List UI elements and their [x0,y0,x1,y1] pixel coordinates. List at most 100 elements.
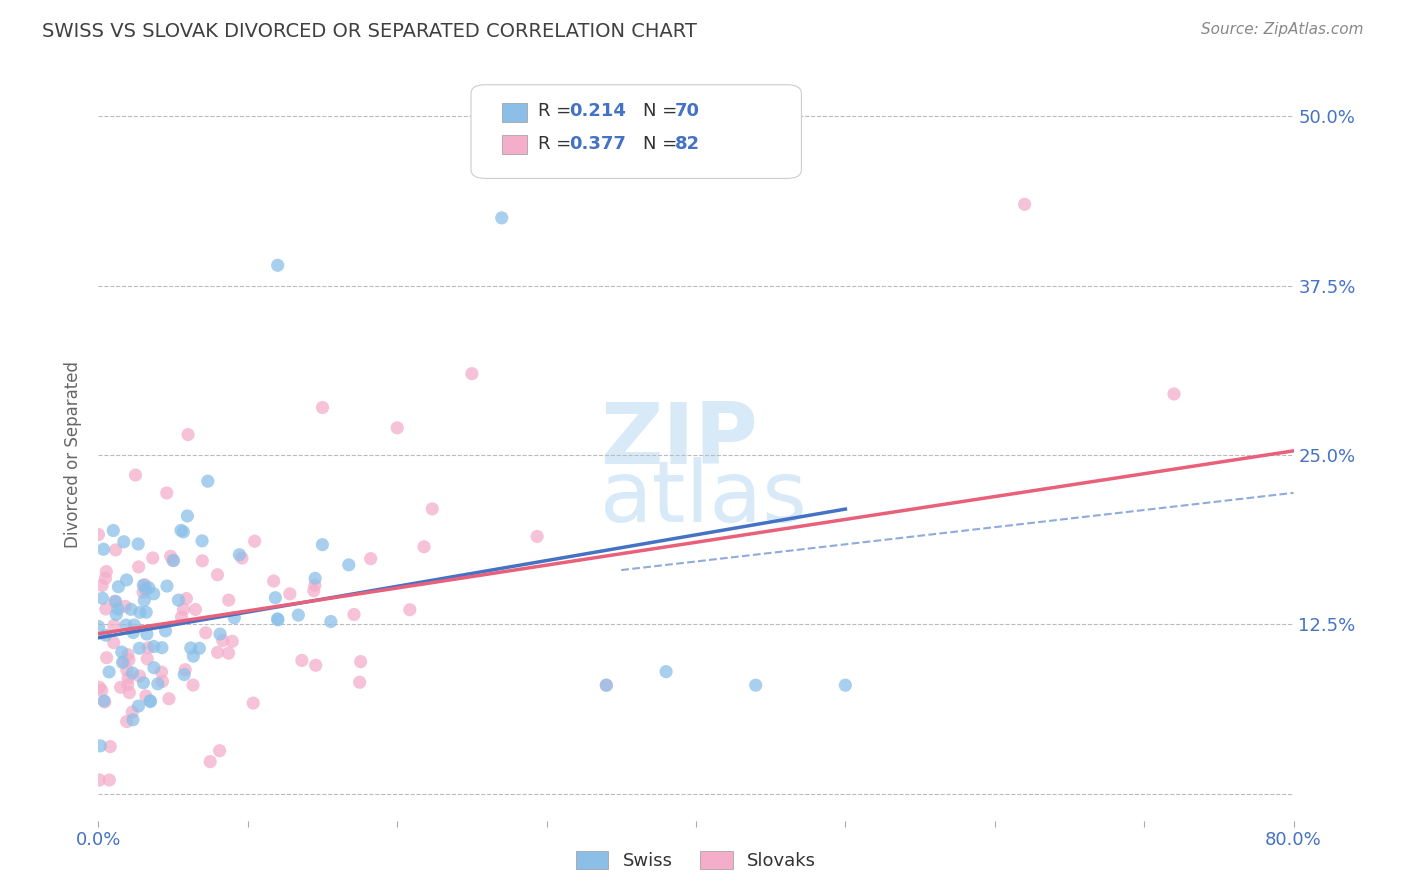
Point [115,663,138,677]
Point [120,602,142,616]
Point [278,587,301,601]
Point [117,648,139,662]
Point [208,744,231,758]
Point [157,691,180,706]
Y-axis label: Divorced or Separated: Divorced or Separated [65,361,83,549]
Point [139,694,162,708]
Point [105,607,128,622]
Point [302,583,325,598]
Point [343,607,366,622]
Point [172,602,194,616]
Point [135,689,157,703]
Point [94,602,117,616]
Point [122,713,145,727]
Point [103,635,125,649]
Point [176,591,198,606]
Point [91,578,114,592]
Text: 0.214: 0.214 [569,103,626,120]
Point [134,578,156,592]
Point [98,772,121,787]
Point [177,427,200,442]
Point [595,678,617,692]
Point [420,502,443,516]
Point [94,571,117,585]
Point [218,593,240,607]
Point [267,613,290,627]
Point [115,573,138,587]
Point [112,534,135,549]
Point [207,645,229,659]
Point [291,653,314,667]
Point [93,542,115,557]
Point [118,685,141,699]
Point [209,627,232,641]
Point [243,534,266,549]
Point [231,551,253,566]
Point [142,587,165,601]
Point [107,580,129,594]
Point [146,677,169,691]
Point [350,655,373,669]
Point [117,678,139,692]
Point [156,579,179,593]
Point [218,646,240,660]
Point [132,578,155,592]
Point [491,211,513,225]
Point [138,581,160,595]
Point [170,610,193,624]
Point [87,527,110,541]
Point [745,678,768,692]
Point [127,537,149,551]
Point [461,367,484,381]
Point [162,553,184,567]
Point [127,699,149,714]
Point [136,652,159,666]
Point [142,640,165,654]
Point [139,695,162,709]
Point [172,524,194,539]
Point [155,624,177,638]
Point [305,658,328,673]
Point [98,739,121,754]
Point [242,696,264,710]
Point [264,591,287,605]
Point [103,618,125,632]
Text: Source: ZipAtlas.com: Source: ZipAtlas.com [1201,22,1364,37]
Point [360,551,382,566]
Point [173,667,195,681]
Point [655,665,678,679]
Point [319,615,342,629]
Text: R =: R = [538,135,578,153]
Point [111,645,134,659]
Point [191,533,214,548]
Text: 70: 70 [675,103,700,120]
Point [104,542,127,557]
Point [266,612,288,626]
Point [181,678,204,692]
Point [115,714,138,729]
Point [162,553,184,567]
Point [128,669,150,683]
Point [174,663,197,677]
Point [135,582,157,596]
Text: atlas: atlas [600,458,808,541]
Point [89,772,111,787]
Point [159,549,181,564]
Point [207,567,229,582]
Point [211,633,233,648]
Point [122,618,145,632]
Point [176,508,198,523]
Point [96,650,118,665]
Point [267,258,290,272]
Point [87,619,110,633]
Point [117,671,139,685]
Point [221,634,243,648]
Point [93,695,115,709]
Point [1014,197,1036,211]
Point [349,675,371,690]
Point [526,529,548,543]
Point [150,640,173,655]
Point [385,421,409,435]
Point [112,655,135,669]
Point [132,675,155,690]
